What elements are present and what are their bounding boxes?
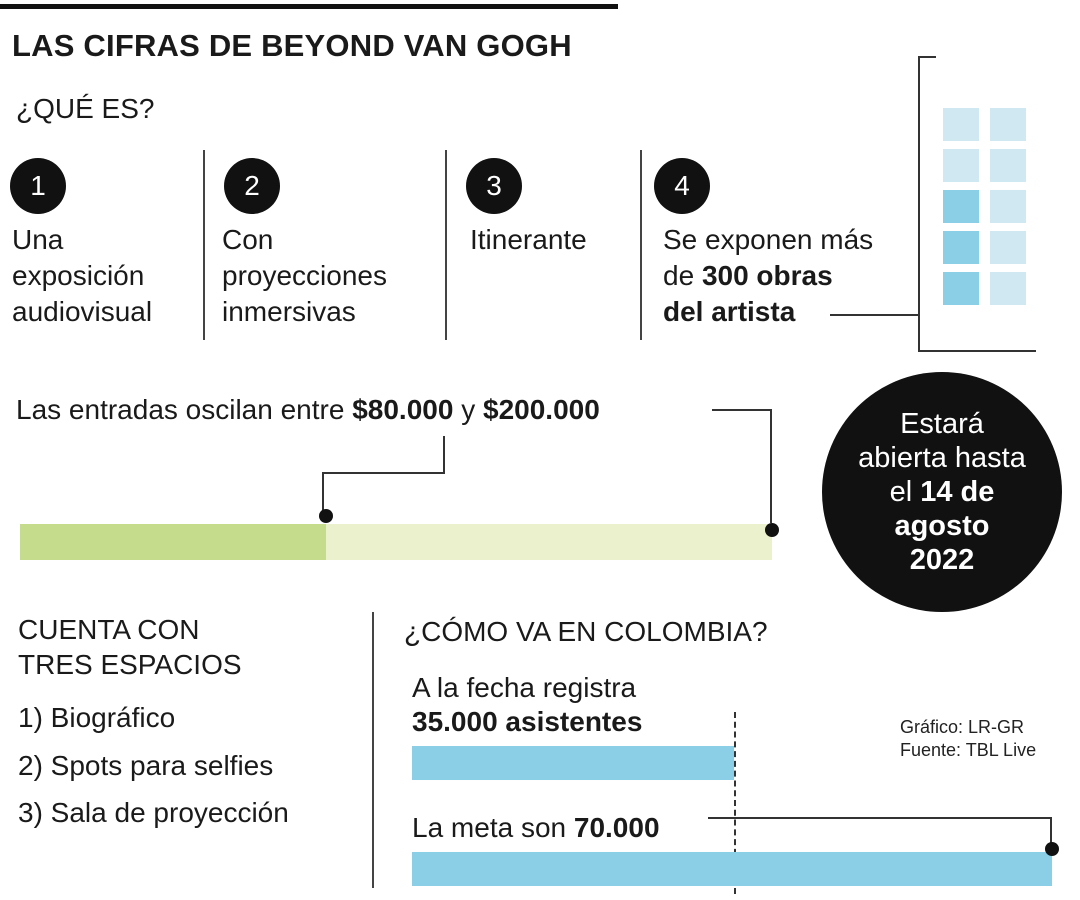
item-4-text: Se exponen más de 300 obras del artista: [663, 224, 874, 327]
item-1-text: Una exposición audiovisual: [12, 224, 153, 327]
max-price-marker: [765, 523, 779, 537]
top-rule: [0, 4, 618, 9]
max-leader: [712, 409, 772, 411]
divider: [445, 150, 447, 340]
attendance-current-bar: [412, 746, 734, 780]
item-3-text: Itinerante: [470, 224, 587, 255]
espacios-heading: CUENTA CON TRES ESPACIOS: [18, 614, 242, 680]
price-range-min-bar: [20, 524, 326, 560]
meta-leader: [1050, 817, 1052, 849]
meta-label: La meta son 70.000: [412, 812, 660, 843]
item-1-number: 1: [10, 158, 66, 214]
divider: [372, 612, 374, 888]
registra-label: A la fecha registra: [412, 672, 637, 703]
max-leader: [770, 409, 772, 523]
closing-date-badge: Estará abierta hasta el 14 de agosto 202…: [822, 372, 1062, 612]
divider: [640, 150, 642, 340]
credits: Gráfico: LR-GR Fuente: TBL Live: [900, 717, 1037, 760]
espacio-item: 3) Sala de proyección: [18, 797, 289, 828]
page-title: LAS CIFRAS DE BEYOND VAN GOGH: [12, 28, 572, 63]
min-leader: [322, 472, 445, 474]
item-2-number: 2: [224, 158, 280, 214]
goal-marker: [1045, 842, 1059, 856]
leader-line: [830, 314, 920, 316]
midpoint-dashed-line: [734, 712, 736, 894]
espacio-item: 1) Biográfico: [18, 702, 176, 733]
espacio-item: 2) Spots para selfies: [18, 750, 274, 781]
min-leader: [322, 472, 324, 516]
meta-leader: [708, 817, 1050, 819]
item-4-number: 4: [654, 158, 710, 214]
min-leader: [443, 436, 445, 474]
registra-value: 35.000 asistentes: [412, 706, 643, 737]
item-3-number: 3: [466, 158, 522, 214]
min-price-marker: [319, 509, 333, 523]
price-range-label: Las entradas oscilan entre $80.000 y $20…: [16, 394, 600, 425]
colombia-heading: ¿CÓMO VA EN COLOMBIA?: [404, 616, 768, 647]
building-illustration: [918, 56, 1080, 352]
divider: [203, 150, 205, 340]
item-2-text: Con proyecciones inmersivas: [222, 224, 387, 327]
attendance-goal-bar: [412, 852, 1052, 886]
que-es-heading: ¿QUÉ ES?: [16, 93, 155, 124]
